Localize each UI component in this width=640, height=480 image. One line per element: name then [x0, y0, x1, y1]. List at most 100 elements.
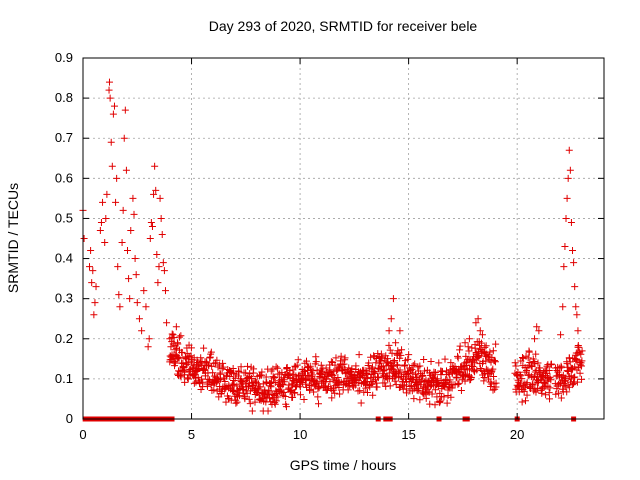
data-point [169, 331, 177, 339]
data-point [242, 369, 250, 377]
data-point [388, 349, 396, 357]
data-point [222, 398, 230, 406]
data-point [373, 383, 381, 391]
data-point [281, 393, 289, 400]
data-point [380, 366, 388, 374]
x-axis-title: GPS time / hours [290, 457, 397, 473]
y-tick-label: 0.1 [55, 371, 73, 386]
data-point [99, 198, 107, 206]
data-point [107, 138, 115, 146]
data-point [158, 230, 166, 238]
data-point [293, 361, 301, 369]
data-point [410, 395, 418, 403]
data-point [398, 346, 406, 354]
data-point [96, 226, 104, 234]
data-point [525, 348, 533, 356]
data-point [280, 388, 288, 396]
data-point [456, 346, 464, 354]
data-point [445, 370, 453, 378]
data-point [87, 247, 95, 255]
data-point [160, 267, 168, 275]
data-point [286, 367, 294, 375]
data-point [368, 363, 376, 371]
data-point [145, 335, 153, 343]
data-point [395, 384, 403, 392]
data-point [563, 360, 571, 368]
data-point [464, 343, 472, 351]
data-point [174, 340, 182, 348]
data-point [454, 352, 462, 360]
y-tick-label: 0.5 [55, 210, 73, 225]
data-point [341, 354, 349, 362]
data-point [332, 354, 340, 362]
data-point [382, 382, 390, 390]
data-point [469, 362, 477, 370]
data-point [484, 366, 492, 374]
data-point [394, 361, 402, 369]
data-point [150, 190, 158, 198]
data-point [280, 378, 288, 386]
data-point [274, 364, 282, 372]
data-point [455, 379, 463, 387]
data-point [396, 366, 404, 374]
data-point [105, 78, 113, 86]
data-point [417, 377, 425, 385]
data-point [569, 247, 577, 255]
data-point [178, 348, 186, 356]
data-point [130, 210, 138, 218]
data-point [126, 295, 134, 303]
data-point [425, 388, 433, 396]
data-point [168, 330, 176, 338]
data-point [91, 299, 99, 307]
data-point [219, 363, 227, 371]
data-point [105, 86, 113, 94]
data-point [209, 369, 217, 377]
data-point [161, 287, 169, 295]
data-point [404, 355, 412, 363]
data-point [420, 367, 428, 375]
data-point [524, 354, 532, 362]
data-point [436, 399, 444, 407]
data-point [147, 218, 155, 226]
data-point [271, 400, 279, 408]
data-point [521, 383, 529, 391]
data-point [546, 384, 554, 392]
y-tick-label: 0.9 [55, 50, 73, 65]
data-point [413, 380, 421, 388]
data-point [233, 398, 241, 406]
y-axis-title: SRMTID / TECUs [5, 183, 21, 293]
data-point [474, 315, 482, 323]
data-point [294, 356, 302, 364]
data-point [403, 378, 411, 386]
data-point [289, 381, 297, 389]
data-point [476, 327, 484, 335]
data-point [300, 396, 308, 404]
data-point [248, 374, 256, 382]
data-point [547, 376, 555, 384]
data-point [369, 391, 377, 399]
data-point [491, 358, 499, 366]
data-point [455, 368, 463, 376]
data-point [523, 367, 531, 375]
data-point [441, 355, 449, 363]
data-points [79, 78, 586, 415]
data-point [302, 380, 310, 388]
data-point [327, 358, 335, 366]
data-point [110, 102, 118, 110]
data-point [531, 335, 539, 343]
data-point [291, 389, 299, 397]
data-point [518, 375, 526, 383]
data-point [465, 335, 473, 343]
data-point [377, 350, 385, 358]
data-point [232, 396, 240, 404]
data-point [235, 368, 243, 376]
data-point [535, 327, 543, 335]
data-point [271, 378, 279, 386]
data-point [355, 369, 363, 377]
data-point [577, 350, 585, 358]
data-point [419, 371, 427, 379]
x-tick-label: 20 [510, 427, 524, 442]
data-point [244, 362, 252, 370]
data-point [182, 354, 190, 362]
data-point [532, 350, 540, 358]
